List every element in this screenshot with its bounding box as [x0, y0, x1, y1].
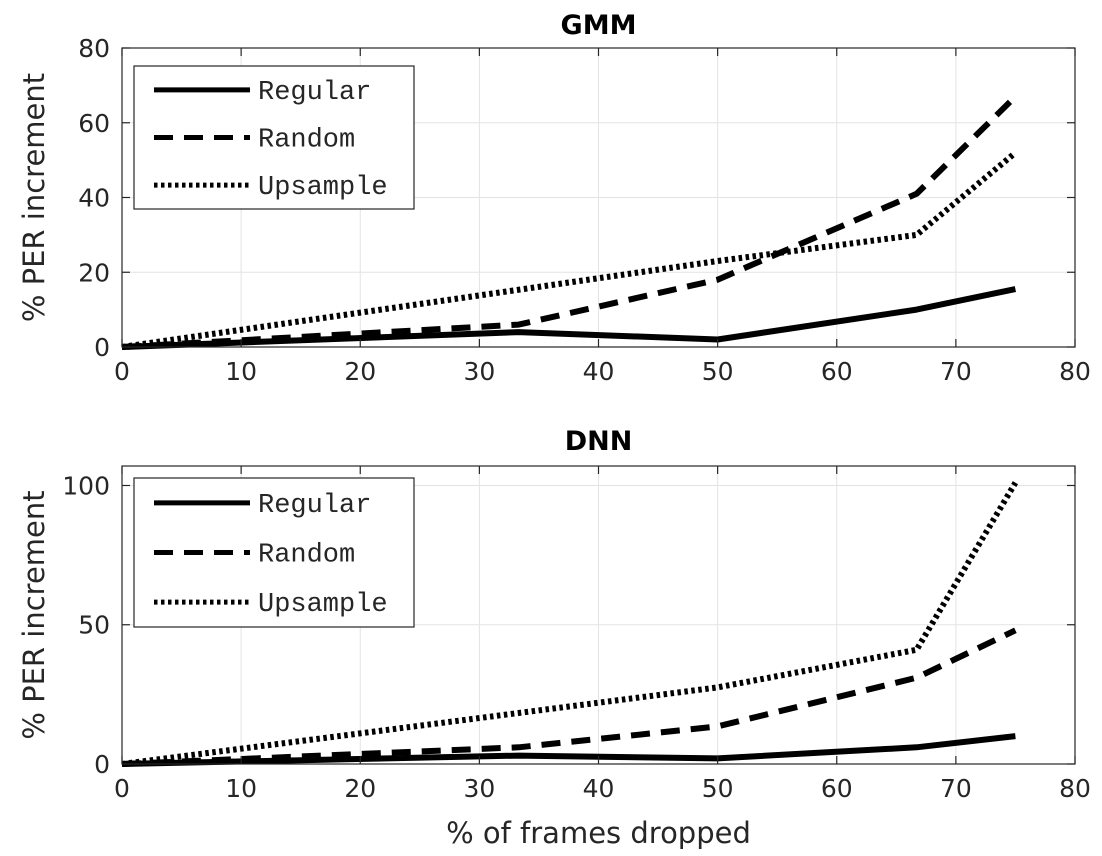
gmm-x-tick-label: 10: [225, 357, 257, 386]
gmm-y-tick-label: 20: [78, 258, 110, 287]
dnn-x-tick-label: 0: [114, 774, 130, 803]
dnn-chart-title: DNN: [565, 426, 633, 457]
dnn-legend-label-regular: Regular: [258, 491, 371, 521]
dnn-legend: Regular Random Upsample: [133, 477, 415, 628]
gmm-x-tick-label: 60: [821, 357, 853, 386]
gmm-x-tick-label: 70: [940, 357, 972, 386]
gmm-y-tick-label: 60: [78, 109, 110, 138]
dnn-legend-label-random: Random: [258, 541, 355, 571]
dnn-x-tick-label: 40: [583, 774, 615, 803]
gmm-panel: 0 10 20 30 40 50 60 70 80 0 20 40 60 80 GMM % PER inc…: [17, 10, 1091, 386]
dnn-x-tick-label: 10: [225, 774, 257, 803]
dnn-x-tick-label: 20: [344, 774, 376, 803]
dnn-x-tick-label: 70: [940, 774, 972, 803]
gmm-x-tick-label: 40: [583, 357, 615, 386]
dnn-legend-label-upsample: Upsample: [258, 590, 388, 620]
dnn-y-axis-label: % PER increment: [17, 490, 51, 739]
dnn-x-tick-label: 60: [821, 774, 853, 803]
gmm-x-tick-label: 20: [344, 357, 376, 386]
gmm-y-tick-label: 80: [78, 34, 110, 63]
dnn-y-tick-label: 50: [78, 611, 110, 640]
gmm-y-tick-label: 0: [94, 333, 110, 362]
dnn-panel: 0 10 20 30 40 50 60 70 80 0 50 100 DNN % PER increm…: [17, 426, 1091, 850]
gmm-x-tick-label: 50: [702, 357, 734, 386]
gmm-series-upsample-line: [121, 150, 1018, 350]
gmm-series-random-line: [121, 94, 1018, 350]
dnn-x-tick-label: 30: [463, 774, 495, 803]
gmm-x-tick-label: 80: [1059, 357, 1091, 386]
gmm-x-tick-label: 30: [463, 357, 495, 386]
gmm-y-axis-label: % PER increment: [17, 73, 51, 322]
gmm-legend-label-regular: Regular: [258, 78, 371, 108]
gmm-chart-title: GMM: [561, 10, 637, 41]
dnn-y-tick-label: 100: [62, 471, 110, 500]
gmm-legend-label-upsample: Upsample: [258, 173, 388, 203]
dnn-x-tick-label: 50: [702, 774, 734, 803]
gmm-x-tick-label: 0: [114, 357, 130, 386]
gmm-legend: Regular Random Upsample: [133, 65, 415, 210]
dnn-y-tick-label: 0: [94, 750, 110, 779]
gmm-y-tick-label: 40: [78, 184, 110, 213]
dnn-x-tick-label: 80: [1059, 774, 1091, 803]
dnn-x-axis-label: % of frames dropped: [446, 816, 751, 850]
gmm-legend-label-random: Random: [258, 126, 355, 156]
dnn-series-upsample-line: [121, 481, 1018, 767]
